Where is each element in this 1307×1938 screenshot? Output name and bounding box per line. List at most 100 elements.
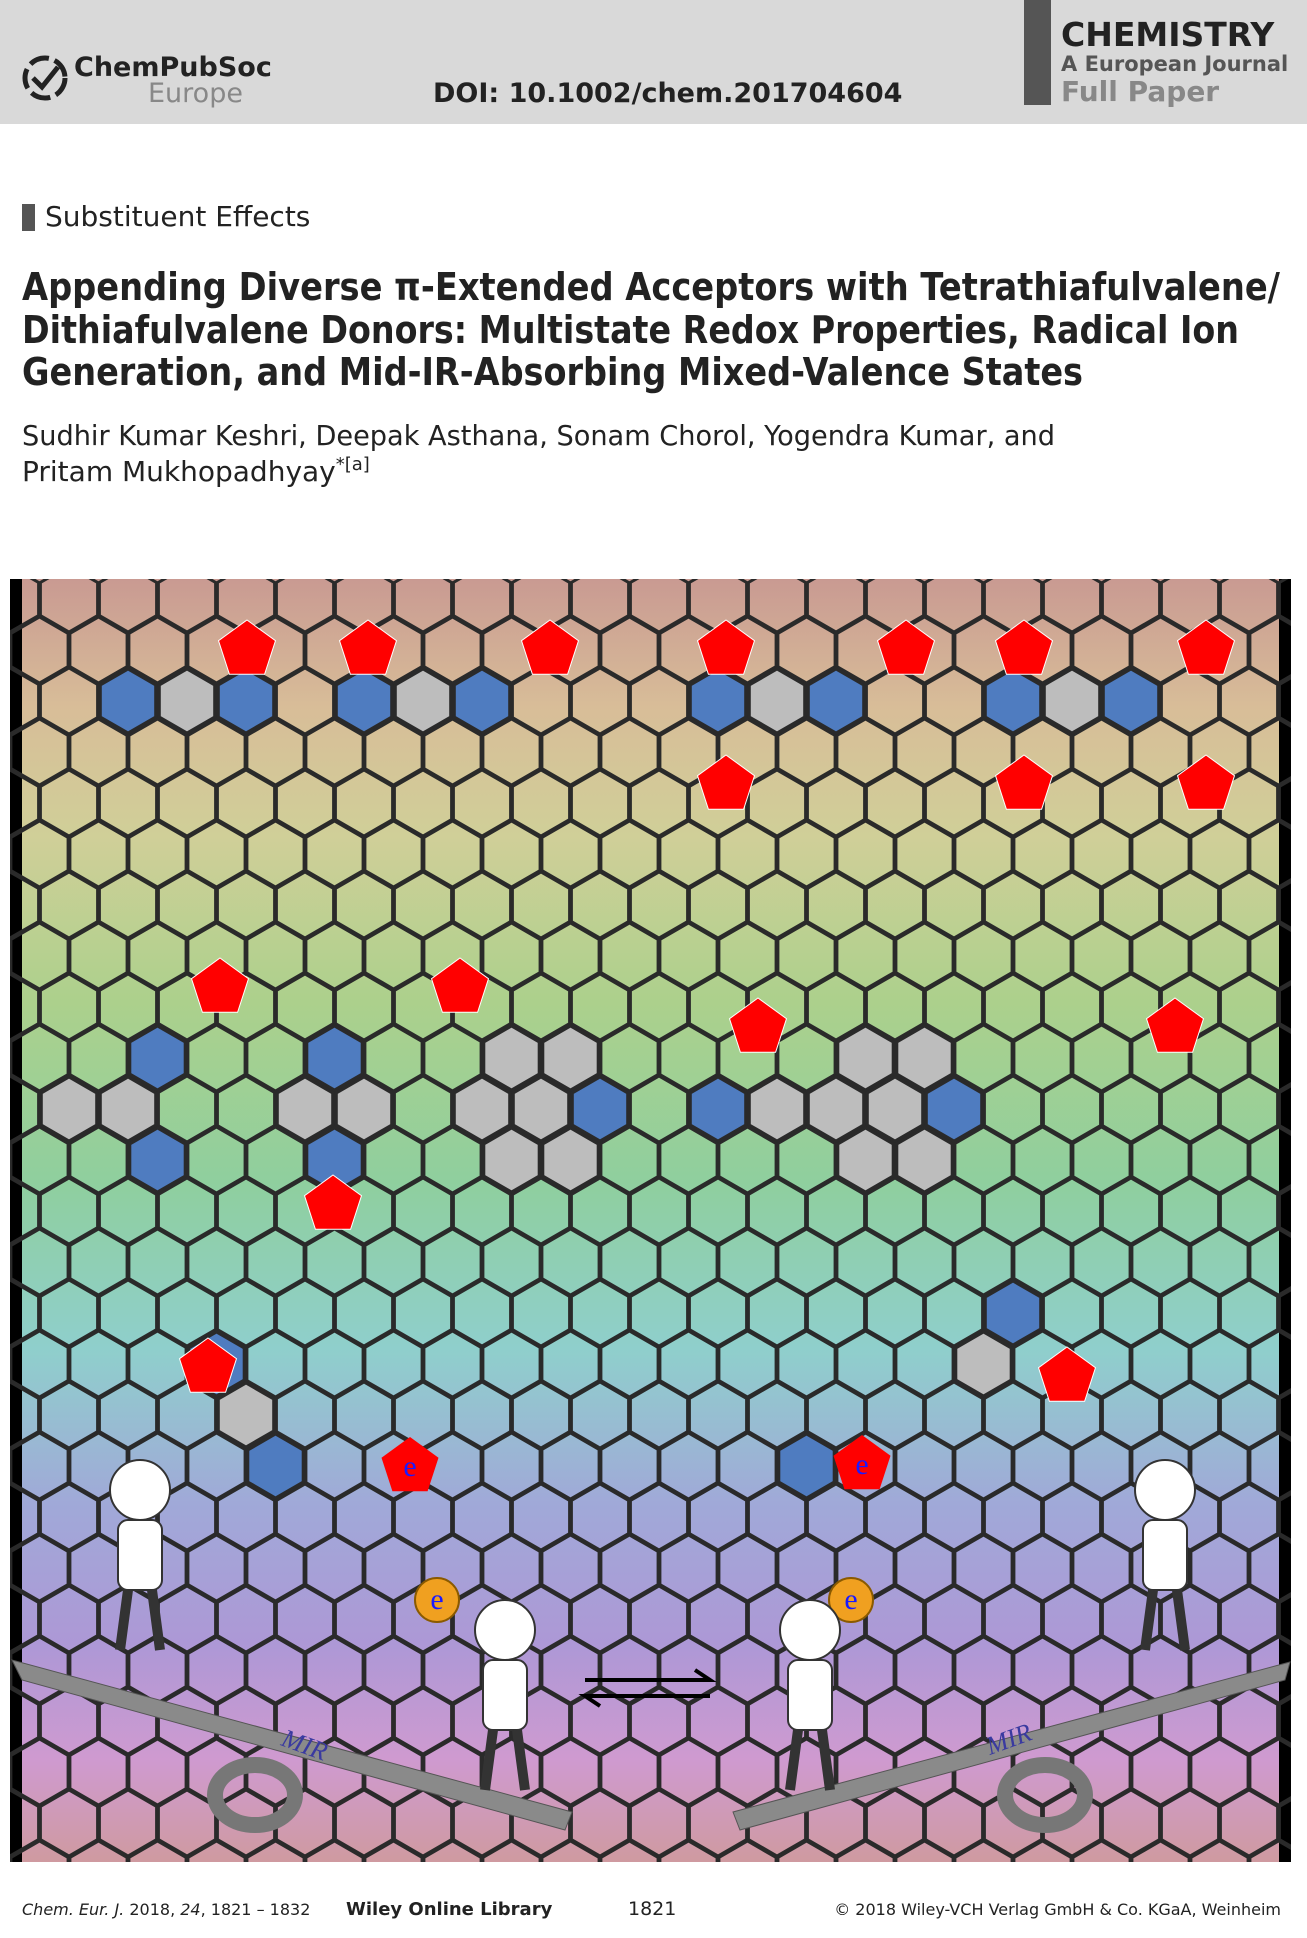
hex-cell xyxy=(599,819,660,889)
section-label: Substituent Effects xyxy=(45,200,310,233)
hex-cell xyxy=(38,1278,100,1348)
acceptor-ring xyxy=(1037,1346,1097,1402)
hex-cell xyxy=(392,1686,454,1756)
hex-cell xyxy=(304,1329,365,1399)
hex-cell xyxy=(1041,1788,1103,1858)
molecule-ring xyxy=(924,1075,984,1143)
hex-cell xyxy=(97,972,159,1042)
hex-cell xyxy=(363,1023,424,1093)
hex-cell xyxy=(1248,819,1291,889)
hex-cell xyxy=(1248,615,1291,685)
child-body xyxy=(482,1659,528,1731)
hex-cell xyxy=(274,1380,336,1450)
article-type: Full Paper xyxy=(1061,75,1219,108)
hex-cell xyxy=(1130,717,1191,787)
hex-cell xyxy=(1041,1482,1103,1552)
hex-cell xyxy=(186,1839,247,1862)
hex-cell xyxy=(923,768,985,838)
hex-cell xyxy=(540,1839,601,1862)
hex-cell xyxy=(658,1533,719,1603)
hex-cell xyxy=(1218,972,1280,1042)
hex-cell xyxy=(215,1176,277,1246)
hex-cell xyxy=(38,1482,100,1552)
hex-cell xyxy=(540,1737,601,1807)
hex-cell xyxy=(68,921,129,991)
hex-cell xyxy=(717,1125,778,1195)
hex-cell xyxy=(982,1584,1044,1654)
hex-cell xyxy=(1189,1737,1250,1807)
molecule-ring xyxy=(836,1126,895,1194)
electron-acceptor xyxy=(833,1435,891,1490)
author-name: Pritam Mukhopadhyay xyxy=(22,455,336,488)
hex-cell xyxy=(599,1023,660,1093)
hex-cell xyxy=(451,579,513,634)
hex-cell xyxy=(215,870,277,940)
hex-cell xyxy=(510,666,572,736)
hex-cell xyxy=(1248,921,1291,991)
hex-cell xyxy=(894,1431,955,1501)
hex-cell xyxy=(894,1839,955,1862)
hex-cell xyxy=(717,1227,778,1297)
hex-cell xyxy=(97,1278,159,1348)
child-legs xyxy=(480,1729,530,1791)
hex-cell xyxy=(274,1278,336,1348)
hex-cell xyxy=(274,870,336,940)
hex-cell xyxy=(156,1074,218,1144)
hex-cell xyxy=(363,1839,424,1862)
hex-cell xyxy=(864,1482,926,1552)
child-body xyxy=(117,1519,163,1591)
hex-cell xyxy=(982,870,1044,940)
hex-cell xyxy=(835,1839,896,1862)
molecule-ring xyxy=(983,667,1043,735)
hex-cell xyxy=(304,1533,365,1603)
hex-cell xyxy=(894,717,955,787)
hex-cell xyxy=(835,1227,896,1297)
hex-cell xyxy=(1218,1584,1280,1654)
hex-cell xyxy=(923,579,985,634)
hex-cell xyxy=(864,666,926,736)
hex-cell xyxy=(10,615,70,685)
acceptor-ring xyxy=(1176,619,1236,675)
hex-cell xyxy=(10,666,41,736)
hex-cell xyxy=(776,1329,837,1399)
hex-cell xyxy=(422,1635,483,1705)
hex-cell xyxy=(10,1244,11,1280)
hex-cell xyxy=(658,1227,719,1297)
molecule-ring xyxy=(688,667,748,735)
molecule-ring xyxy=(1042,667,1102,735)
hex-cell xyxy=(333,768,395,838)
molecule-ring xyxy=(747,667,807,735)
hex-cell xyxy=(982,1482,1044,1552)
hex-cell xyxy=(38,870,100,940)
hex-cell xyxy=(186,1023,247,1093)
hex-cell xyxy=(1071,1635,1132,1705)
hex-cell xyxy=(687,1686,749,1756)
hex-cell xyxy=(38,1380,100,1450)
molecule-ring xyxy=(895,1024,954,1092)
header-bar xyxy=(0,0,1307,124)
hex-cell xyxy=(10,1142,11,1178)
child-body xyxy=(787,1659,833,1731)
hex-cell xyxy=(333,1584,395,1654)
hex-cell xyxy=(1071,1125,1132,1195)
hex-cell xyxy=(1248,1737,1291,1807)
hex-cell xyxy=(10,1652,11,1688)
society-region: Europe xyxy=(148,78,243,109)
hex-cell xyxy=(1277,1390,1291,1440)
hex-cell xyxy=(10,1023,70,1093)
hex-cell xyxy=(245,717,306,787)
hex-cell xyxy=(746,1482,808,1552)
hex-cell xyxy=(628,972,690,1042)
hex-cell xyxy=(864,972,926,1042)
hex-cell xyxy=(894,1635,955,1705)
hex-cell xyxy=(658,1431,719,1501)
molecule-ring xyxy=(511,1075,571,1143)
hex-cell xyxy=(982,972,1044,1042)
hex-cell xyxy=(953,1227,1014,1297)
hex-cell xyxy=(451,768,513,838)
hex-cell xyxy=(1218,1380,1280,1450)
hex-cell xyxy=(687,870,749,940)
logo-icon xyxy=(22,55,68,101)
hex-cell xyxy=(628,1074,690,1144)
